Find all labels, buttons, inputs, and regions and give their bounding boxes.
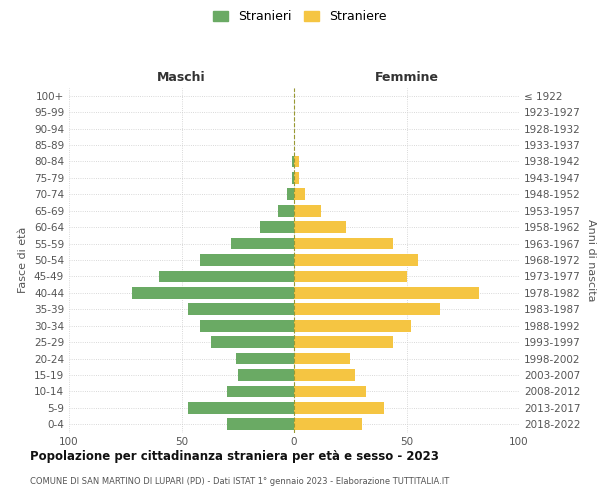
Bar: [238, 369, 294, 381]
Bar: [294, 205, 321, 216]
Bar: [294, 386, 366, 398]
Bar: [227, 418, 294, 430]
Text: Popolazione per cittadinanza straniera per età e sesso - 2023: Popolazione per cittadinanza straniera p…: [30, 450, 439, 463]
Bar: [294, 287, 479, 299]
Bar: [278, 205, 294, 216]
Bar: [294, 270, 407, 282]
Bar: [292, 172, 294, 184]
Bar: [294, 418, 361, 430]
Bar: [294, 352, 350, 364]
Text: Femmine: Femmine: [374, 71, 439, 84]
Y-axis label: Anni di nascita: Anni di nascita: [586, 218, 596, 301]
Bar: [188, 304, 294, 315]
Bar: [294, 188, 305, 200]
Text: COMUNE DI SAN MARTINO DI LUPARI (PD) - Dati ISTAT 1° gennaio 2023 - Elaborazione: COMUNE DI SAN MARTINO DI LUPARI (PD) - D…: [30, 478, 449, 486]
Bar: [294, 254, 418, 266]
Bar: [199, 254, 294, 266]
Bar: [287, 188, 294, 200]
Bar: [294, 172, 299, 184]
Bar: [231, 238, 294, 250]
Bar: [211, 336, 294, 348]
Bar: [227, 386, 294, 398]
Bar: [132, 287, 294, 299]
Bar: [294, 336, 393, 348]
Bar: [294, 402, 384, 414]
Bar: [235, 352, 294, 364]
Y-axis label: Fasce di età: Fasce di età: [19, 227, 28, 293]
Bar: [294, 156, 299, 168]
Text: Maschi: Maschi: [157, 71, 206, 84]
Bar: [292, 156, 294, 168]
Bar: [199, 320, 294, 332]
Bar: [188, 402, 294, 414]
Bar: [294, 238, 393, 250]
Legend: Stranieri, Straniere: Stranieri, Straniere: [209, 6, 391, 26]
Bar: [294, 320, 411, 332]
Bar: [294, 221, 346, 233]
Bar: [294, 304, 440, 315]
Bar: [260, 221, 294, 233]
Bar: [159, 270, 294, 282]
Bar: [294, 369, 355, 381]
